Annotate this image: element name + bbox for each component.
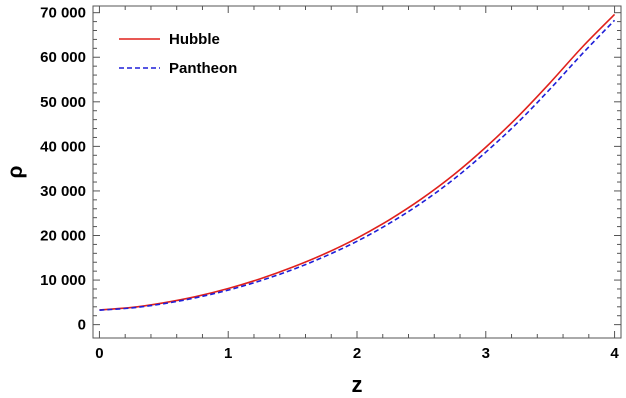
plot-frame [92, 5, 622, 339]
x-tick-label: 1 [224, 345, 232, 362]
legend: Hubble Pantheon [119, 31, 237, 77]
y-tick-label: 0 [78, 317, 86, 334]
x-tick-label: 0 [95, 345, 103, 362]
legend-label-pantheon: Pantheon [169, 60, 237, 77]
y-tick-label: 50 000 [40, 94, 86, 111]
tick-labels: 0 1 2 3 4 0 10 000 20 000 30 000 40 000 50 000 60 0… [40, 5, 619, 362]
x-tick-label: 4 [610, 345, 619, 362]
y-tick-label: 30 000 [40, 183, 86, 200]
y-tick-label: 40 000 [40, 138, 86, 155]
plot-frame-rect [92, 5, 622, 339]
series-line-pantheon [99, 19, 616, 311]
y-tick-label: 10 000 [40, 272, 86, 289]
legend-label-hubble: Hubble [169, 31, 220, 48]
series-line-hubble [99, 13, 616, 311]
y-tick-label: 20 000 [40, 228, 86, 245]
y-tick-label: 70 000 [40, 5, 86, 22]
y-tick-label: 60 000 [40, 49, 86, 66]
x-tick-label: 3 [482, 345, 490, 362]
series-lines [99, 13, 616, 311]
y-axis-title: ρ [4, 166, 27, 179]
x-axis-title: z [352, 372, 363, 397]
axis-ticks [93, 6, 621, 338]
x-tick-label: 2 [353, 345, 361, 362]
